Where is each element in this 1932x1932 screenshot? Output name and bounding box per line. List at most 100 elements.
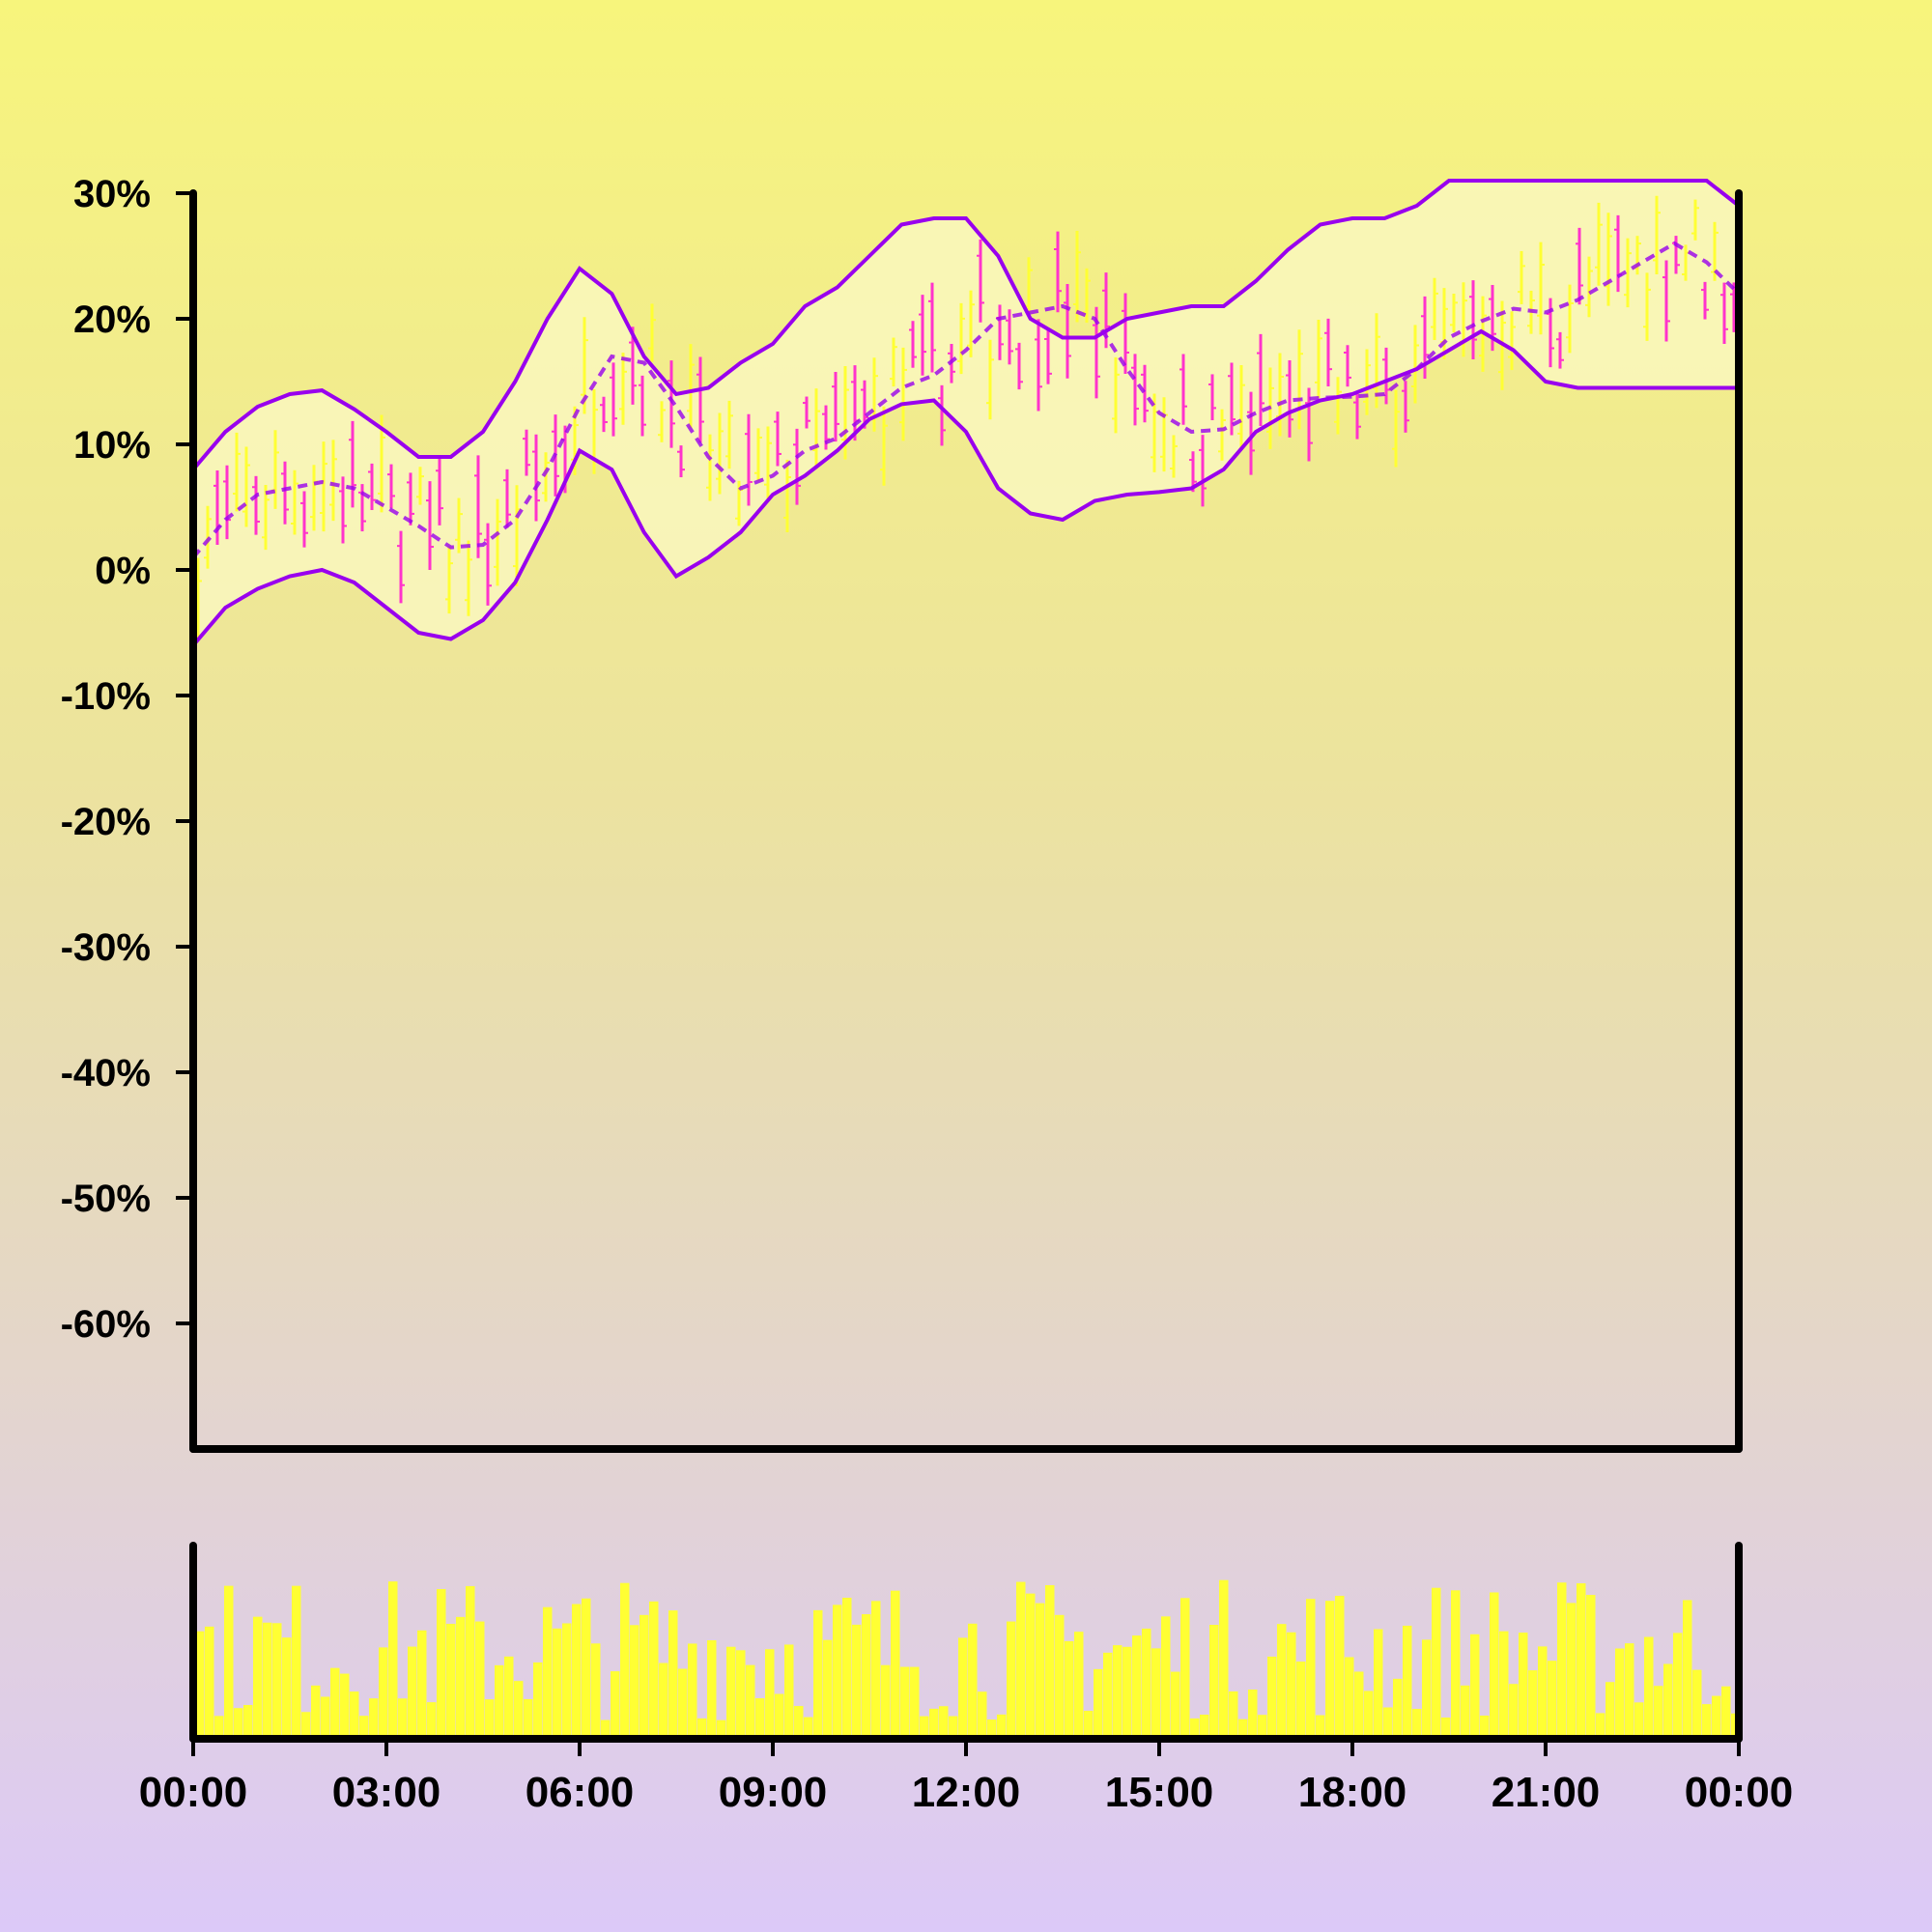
x-tick-label: 18:00 (1298, 1769, 1407, 1816)
y-tick-label: -30% (61, 926, 151, 969)
volume-bar (1596, 1713, 1605, 1739)
volume-bar (1171, 1671, 1180, 1739)
volume-bar (862, 1614, 871, 1739)
volume-bar (1683, 1600, 1692, 1739)
volume-bar (369, 1698, 379, 1739)
volume-bar (388, 1581, 398, 1739)
volume-bar (214, 1716, 224, 1739)
volume-bar (446, 1623, 456, 1739)
volume-bar (1441, 1717, 1451, 1739)
volume-bar (1374, 1629, 1383, 1739)
x-tick-label: 00:00 (139, 1769, 248, 1816)
volume-bar (813, 1609, 823, 1739)
volume-bar (833, 1605, 842, 1739)
volume-bar (282, 1637, 292, 1739)
volume-bar (340, 1673, 350, 1739)
volume-bar (630, 1625, 639, 1739)
volume-bar (1412, 1709, 1422, 1739)
x-tick-label: 00:00 (1685, 1769, 1794, 1816)
volume-bar (1654, 1686, 1663, 1739)
volume-bar (1306, 1599, 1316, 1739)
volume-bar (958, 1637, 968, 1739)
volume-bar (1190, 1718, 1200, 1739)
volume-bar (1016, 1581, 1026, 1739)
volume-bar (533, 1662, 543, 1739)
volume-bar (1480, 1715, 1490, 1739)
x-tick-label: 21:00 (1492, 1769, 1601, 1816)
bollinger-band-layer (193, 181, 1739, 645)
candlestick-layer (191, 179, 1741, 647)
volume-bar (659, 1662, 668, 1739)
volume-bar (1084, 1711, 1094, 1739)
volume-bar (1007, 1621, 1016, 1739)
volume-bar (1383, 1707, 1393, 1739)
y-tick-label: -50% (61, 1178, 151, 1220)
y-axis-ticks: 30% 20% 10% 0% -10% -20% -30% -40% -50% -60% (61, 173, 193, 1346)
volume-bar (1142, 1628, 1151, 1739)
volume-bar (224, 1585, 234, 1739)
volume-bar (437, 1589, 446, 1739)
y-tick-label: 20% (73, 298, 151, 341)
volume-bar (524, 1698, 533, 1739)
volume-bar (678, 1668, 688, 1739)
volume-bar (466, 1585, 475, 1739)
volume-bar (1499, 1631, 1509, 1739)
volume-bar (1267, 1656, 1277, 1739)
volume-bar (1277, 1624, 1287, 1739)
volume-bar (582, 1598, 591, 1739)
y-tick-label: 10% (73, 424, 151, 467)
x-tick-label: 15:00 (1105, 1769, 1214, 1816)
volume-bar (1673, 1633, 1683, 1739)
volume-bar (572, 1604, 582, 1739)
volume-bar (987, 1719, 997, 1739)
volume-bar (939, 1706, 949, 1739)
volume-bar (1122, 1646, 1132, 1739)
volume-bar (688, 1643, 697, 1739)
volume-bar (553, 1628, 562, 1739)
volume-bar (1248, 1690, 1258, 1739)
volume-bar (1615, 1648, 1625, 1739)
volume-bar (1490, 1592, 1499, 1739)
volume-bar (1132, 1635, 1142, 1739)
volume-bar (243, 1704, 253, 1739)
volume-bar (668, 1610, 678, 1739)
volume-bar (1692, 1669, 1702, 1739)
volume-bar (1712, 1695, 1721, 1739)
volume-bar (311, 1685, 321, 1739)
y-tick-label: -60% (61, 1303, 151, 1346)
volume-bar (910, 1666, 920, 1739)
volume-bar (330, 1667, 340, 1739)
volume-bar (562, 1623, 572, 1739)
volume-bar (1045, 1584, 1055, 1739)
volume-bar (1605, 1682, 1615, 1739)
volume-bar (794, 1706, 804, 1739)
middle-band-line (191, 241, 1741, 559)
volume-bar (649, 1601, 659, 1739)
volume-bar (775, 1693, 784, 1739)
volume-bar (292, 1585, 301, 1739)
volume-bar (1432, 1587, 1441, 1739)
volume-bar (1026, 1593, 1036, 1739)
x-tick-label: 06:00 (526, 1769, 635, 1816)
volume-bar (263, 1622, 272, 1739)
volume-bar (1180, 1598, 1190, 1739)
volume-bar (1094, 1668, 1103, 1739)
volume-bar (1625, 1643, 1634, 1739)
volume-bar (1113, 1645, 1122, 1739)
y-tick-label: 0% (95, 550, 151, 592)
volume-bar (1161, 1616, 1171, 1739)
volume-bar (1721, 1686, 1731, 1739)
volume-bar (1074, 1632, 1084, 1739)
volume-bar (900, 1666, 910, 1739)
volume-bar (1567, 1603, 1577, 1739)
volume-bar (427, 1702, 437, 1739)
volume-bar-layer (195, 1579, 1741, 1739)
lower-band-line (191, 328, 1739, 647)
volume-bar (408, 1646, 417, 1739)
volume-bar (968, 1623, 978, 1739)
volume-bar (398, 1698, 408, 1739)
volume-bar (485, 1699, 495, 1739)
volume-bar (1577, 1583, 1586, 1739)
volume-bar (1528, 1670, 1538, 1739)
